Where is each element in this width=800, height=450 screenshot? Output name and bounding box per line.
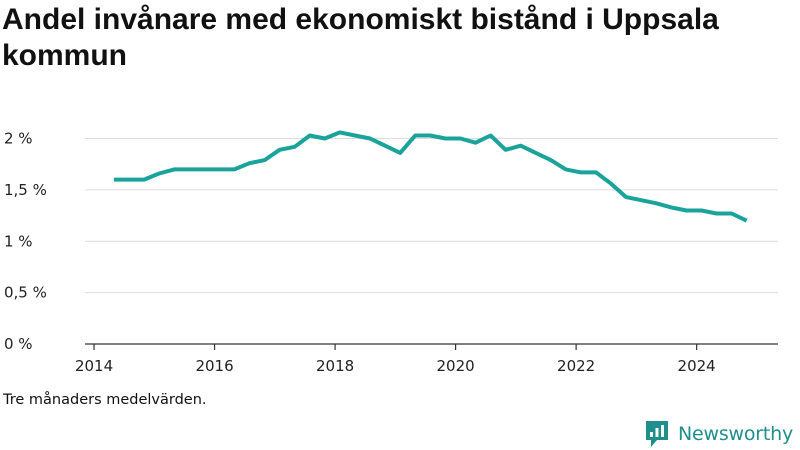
- data-point: [730, 212, 734, 216]
- data-point: [549, 158, 553, 162]
- data-point: [187, 167, 191, 171]
- y-tick-label: 0 %: [4, 335, 33, 353]
- data-point: [368, 137, 372, 141]
- data-series: [112, 130, 749, 223]
- series-line: [113, 130, 748, 223]
- data-point: [699, 208, 703, 212]
- chart-title: Andel invånare med ekonomiskt bistånd i …: [2, 3, 719, 72]
- x-tick-label: 2016: [195, 357, 233, 375]
- data-point: [383, 144, 387, 148]
- data-point: [428, 133, 432, 137]
- data-point: [413, 133, 417, 137]
- data-point: [745, 219, 749, 223]
- x-tick-label: 2022: [557, 357, 595, 375]
- data-point: [684, 208, 688, 212]
- data-point: [202, 167, 206, 171]
- data-point: [323, 137, 327, 141]
- data-point: [624, 195, 628, 199]
- data-point: [172, 167, 176, 171]
- data-point: [353, 133, 357, 137]
- x-tick-label: 2020: [437, 357, 475, 375]
- brand-name: Newsworthy: [678, 423, 794, 445]
- data-point: [232, 167, 236, 171]
- x-tick-label: 2024: [678, 357, 716, 375]
- x-tick-label: 2014: [75, 357, 113, 375]
- data-point: [112, 178, 116, 182]
- data-point: [217, 167, 221, 171]
- grid-lines: [85, 138, 778, 294]
- data-point: [654, 201, 658, 205]
- data-point: [293, 145, 297, 149]
- data-point: [639, 198, 643, 202]
- data-point: [609, 182, 613, 186]
- newsworthy-logo-icon: [646, 421, 668, 447]
- data-point: [519, 144, 523, 148]
- brand-logo: Newsworthy: [644, 418, 793, 450]
- data-point: [398, 151, 402, 155]
- y-tick-label: 1,5 %: [4, 181, 47, 199]
- y-tick-label: 1 %: [4, 232, 33, 250]
- data-point: [534, 151, 538, 155]
- data-point: [458, 137, 462, 141]
- data-point: [715, 212, 719, 216]
- data-point: [142, 178, 146, 182]
- data-point: [504, 148, 508, 152]
- chart-footnote: Tre månaders medelvärden.: [3, 392, 207, 408]
- data-point: [308, 133, 312, 137]
- data-point: [579, 170, 583, 174]
- data-point: [473, 141, 477, 145]
- x-tick-label: 2018: [316, 357, 354, 375]
- data-point: [248, 161, 252, 165]
- data-point: [127, 178, 131, 182]
- data-point: [669, 205, 673, 209]
- axes: 0 % 0,5 % 1 % 1,5 % 2 % 2014 2016 2018 2020 2022 2…: [4, 130, 778, 375]
- data-point: [594, 170, 598, 174]
- data-point: [338, 130, 342, 134]
- y-tick-label: 0,5 %: [4, 284, 47, 302]
- data-point: [489, 133, 493, 137]
- data-point: [443, 137, 447, 141]
- data-point: [157, 171, 161, 175]
- data-point: [564, 167, 568, 171]
- y-tick-label: 2 %: [4, 130, 33, 148]
- data-point: [278, 148, 282, 152]
- data-point: [263, 158, 267, 162]
